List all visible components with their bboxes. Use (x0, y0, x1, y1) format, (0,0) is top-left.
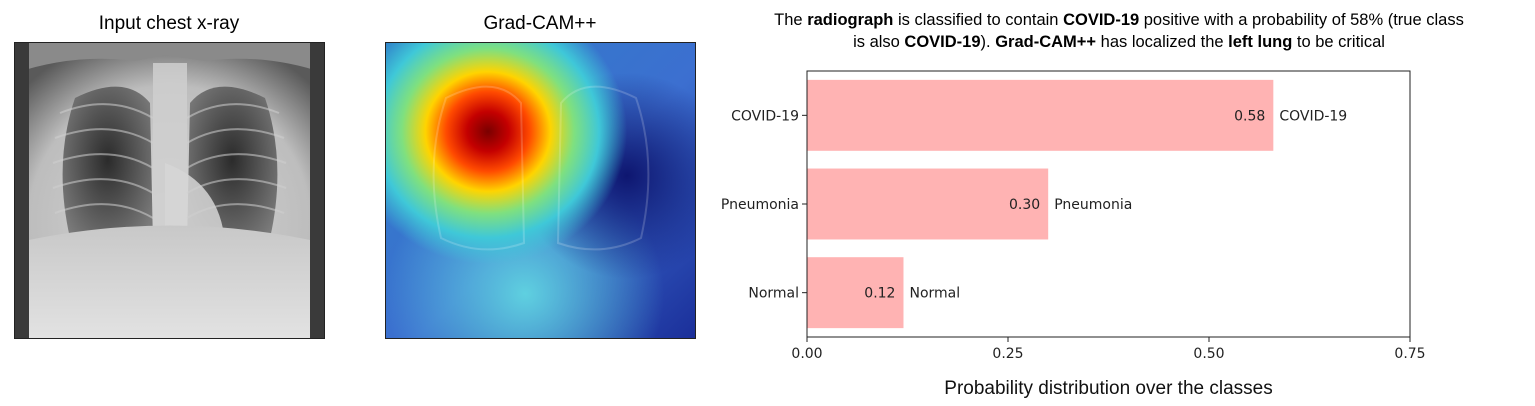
bar-0 (807, 79, 1274, 151)
bar-value-label-1: 0.30 (1009, 197, 1040, 213)
caption-line1-run-1: radiograph (807, 11, 894, 29)
classification-caption: The radiograph is classified to contain … (708, 9, 1530, 53)
gradcam-heatmap-image (385, 42, 696, 339)
bar-value-label-0: 0.58 (1234, 108, 1265, 124)
chest-xray-image (14, 42, 325, 339)
bar-category-label-2: Normal (909, 286, 960, 302)
bar-2 (807, 257, 904, 329)
caption-line2-run-2: ). (980, 33, 996, 51)
caption-line-2: is also COVID-19). Grad-CAM++ has locali… (708, 31, 1530, 53)
bar-category-label-0: COVID-19 (1279, 108, 1347, 124)
x-tick-label-3: 0.75 (1394, 346, 1425, 362)
caption-line1-run-3: COVID-19 (1063, 11, 1140, 29)
x-tick-label-1: 0.25 (992, 346, 1023, 362)
plot-frame (806, 70, 1411, 338)
caption-line2-run-6: to be critical (1292, 33, 1385, 51)
caption-line2-run-3: Grad-CAM++ (995, 33, 1097, 51)
bar-value-label-2: 0.12 (864, 286, 895, 302)
xray-panel-title: Input chest x-ray (98, 13, 240, 34)
caption-line-1: The radiograph is classified to contain … (708, 9, 1530, 31)
probability-bar-chart: 0.58 COVID-19 COVID-19 0.30 Pneumonia Pneumon… (721, 70, 1426, 399)
caption-line2-run-4: has localized the (1096, 33, 1229, 51)
y-tick-label-2: Normal (748, 286, 799, 302)
bar-category-label-1: Pneumonia (1054, 197, 1132, 213)
caption-line1-run-0: The (774, 11, 808, 29)
x-tick-label-2: 0.50 (1193, 346, 1224, 362)
caption-line2-run-1: COVID-19 (904, 33, 981, 51)
gradcam-panel-title: Grad-CAM++ (483, 13, 597, 34)
y-tick-label-1: Pneumonia (721, 197, 799, 213)
caption-line1-run-2: is classified to contain (893, 11, 1064, 29)
caption-line1-run-4: positive with a probability of 58% (true… (1139, 11, 1464, 29)
bar-1 (807, 168, 1049, 240)
y-tick-label-0: COVID-19 (731, 108, 799, 124)
x-axis-title: Probability distribution over the classe… (944, 378, 1272, 399)
x-tick-label-0: 0.00 (791, 346, 822, 362)
caption-line2-run-0: is also (853, 33, 905, 51)
caption-line2-run-5: left lung (1228, 33, 1293, 51)
